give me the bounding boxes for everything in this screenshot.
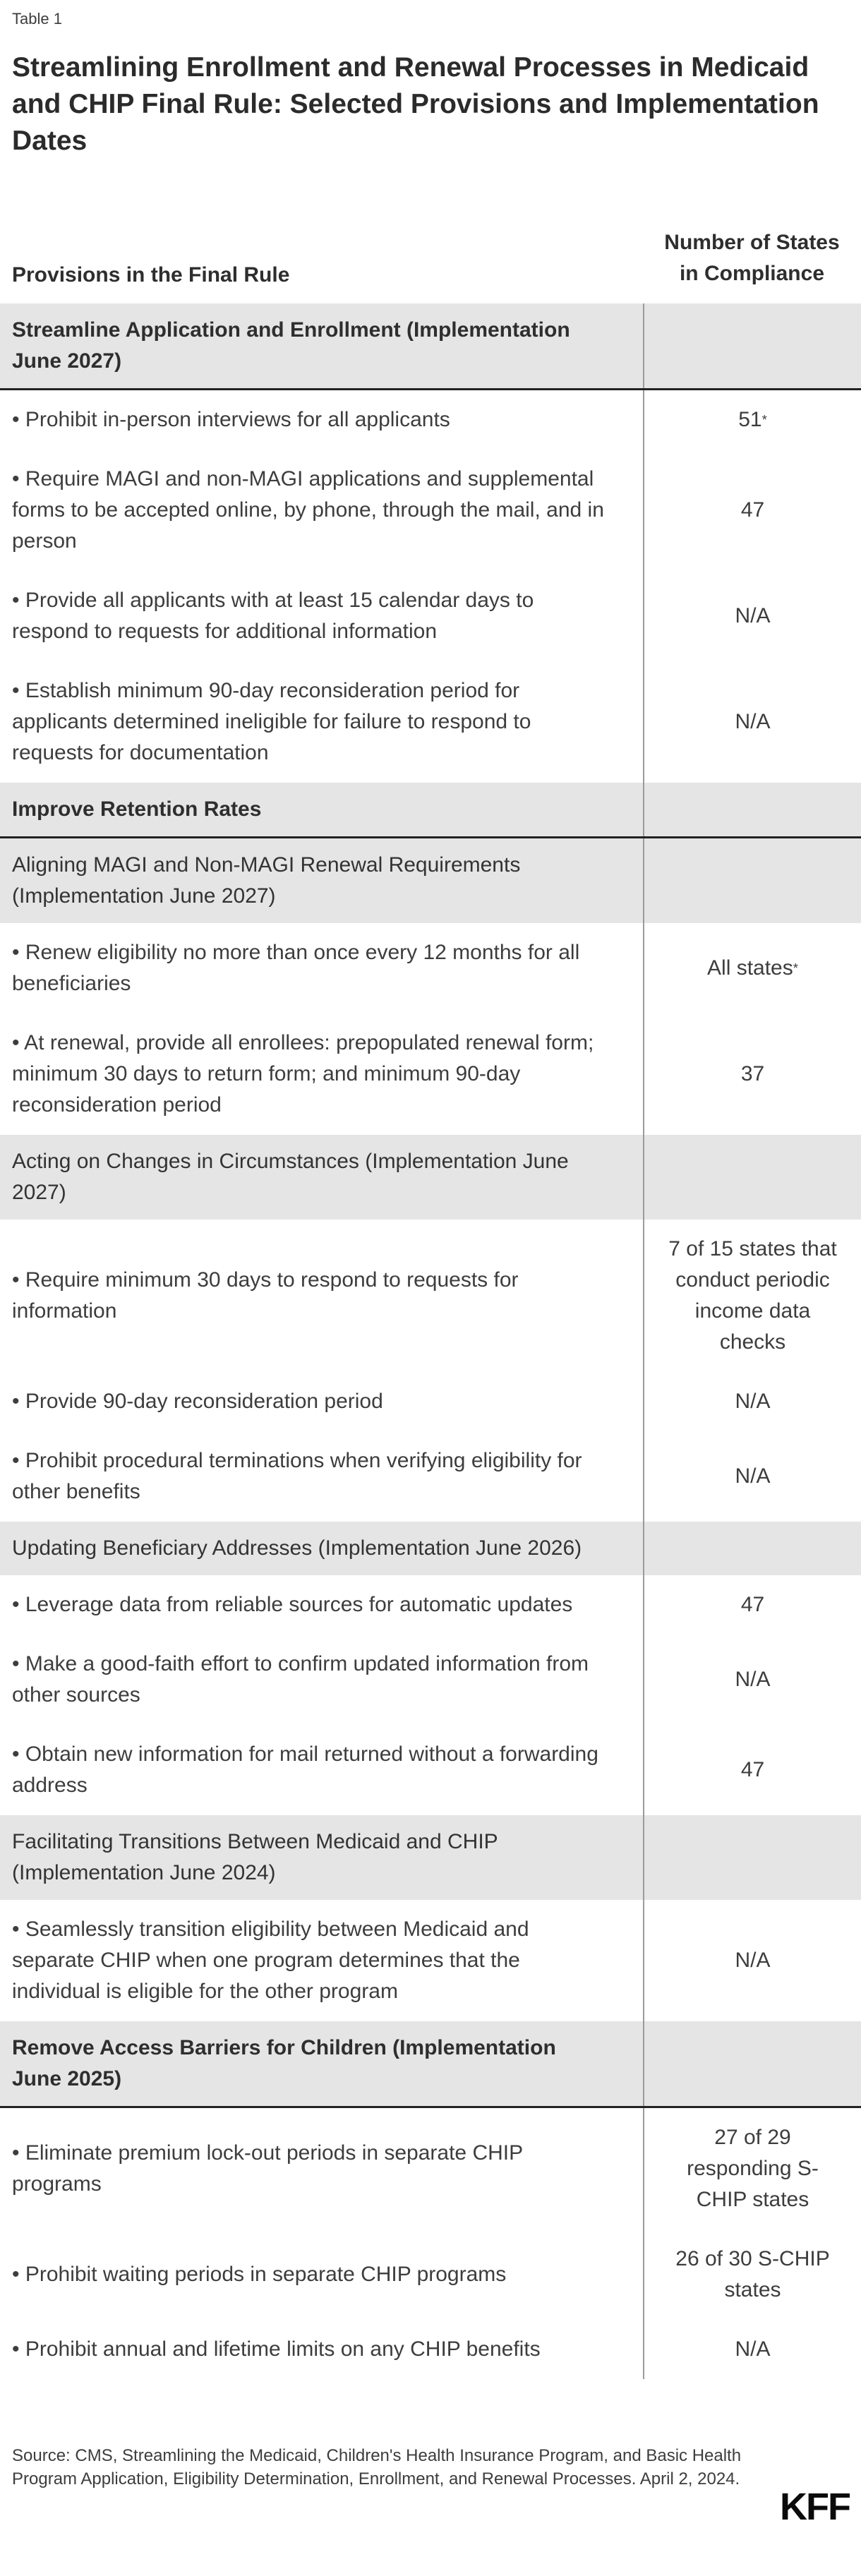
section-header-row: Aligning MAGI and Non-MAGI Renewal Requi… [0, 838, 861, 923]
provision-text: • Provide 90-day reconsideration period [12, 1390, 383, 1413]
provision-row: • Eliminate premium lock-out periods in … [0, 2108, 861, 2229]
provision-text: • Require MAGI and non-MAGI applications… [12, 467, 604, 553]
section-title: Aligning MAGI and Non-MAGI Renewal Requi… [12, 853, 521, 908]
provision-row: • Provide 90-day reconsideration period N… [0, 1372, 861, 1431]
compliance-value: 7 of 15 states that conduct periodic inc… [643, 1220, 861, 1372]
provision-text: • Make a good-faith effort to confirm up… [12, 1652, 589, 1707]
compliance-value: N/A [643, 1431, 861, 1522]
column-header-compliance: Number of States in Compliance [664, 231, 840, 285]
provision-row: • Prohibit in-person interviews for all … [0, 390, 861, 450]
compliance-value [643, 303, 861, 388]
provision-text: • Leverage data from reliable sources fo… [12, 1593, 573, 1616]
provision-row: • Seamlessly transition eligibility betw… [0, 1900, 861, 2021]
compliance-value: N/A [643, 1900, 861, 2021]
section-header-row: Streamline Application and Enrollment (I… [0, 303, 861, 390]
provision-row: • Prohibit procedural terminations when … [0, 1431, 861, 1522]
column-header-provisions: Provisions in the Final Rule [12, 263, 290, 287]
compliance-value [643, 783, 861, 836]
section-title: Streamline Application and Enrollment (I… [12, 318, 570, 373]
table-header-row: Provisions in the Final Rule Number of S… [0, 195, 861, 303]
compliance-value: All states * [643, 923, 861, 1013]
compliance-value [643, 1522, 861, 1575]
compliance-value [643, 838, 861, 923]
compliance-value: 26 of 30 S-CHIP states [643, 2229, 861, 2320]
table-number-label: Table 1 [12, 10, 62, 28]
section-header-row: Acting on Changes in Circumstances (Impl… [0, 1135, 861, 1220]
compliance-value: N/A [643, 661, 861, 783]
compliance-value: N/A [643, 1635, 861, 1725]
compliance-value: N/A [643, 1372, 861, 1431]
provision-text: • Establish minimum 90-day reconsiderati… [12, 679, 531, 764]
compliance-value: 47 [643, 450, 861, 571]
provision-row: • Prohibit waiting periods in separate C… [0, 2229, 861, 2320]
provision-text: • Prohibit waiting periods in separate C… [12, 2263, 507, 2286]
section-header-row: Updating Beneficiary Addresses (Implemen… [0, 1522, 861, 1575]
compliance-value: 47 [643, 1575, 861, 1635]
section-title: Facilitating Transitions Between Medicai… [12, 1830, 498, 1884]
provision-text: • Provide all applicants with at least 1… [12, 589, 534, 643]
provision-text: • Renew eligibility no more than once ev… [12, 941, 580, 995]
provision-text: • Obtain new information for mail return… [12, 1743, 598, 1797]
provision-row: • Renew eligibility no more than once ev… [0, 923, 861, 1013]
provision-row: • Establish minimum 90-day reconsiderati… [0, 661, 861, 783]
provision-text: • Prohibit procedural terminations when … [12, 1449, 582, 1503]
section-title: Remove Access Barriers for Children (Imp… [12, 2036, 556, 2090]
section-title: Improve Retention Rates [12, 798, 262, 821]
provision-text: • At renewal, provide all enrollees: pre… [12, 1031, 594, 1117]
section-header-row: Remove Access Barriers for Children (Imp… [0, 2021, 861, 2108]
footer: Source: CMS, Streamlining the Medicaid, … [0, 2444, 861, 2529]
provision-row: • Prohibit annual and lifetime limits on… [0, 2320, 861, 2379]
compliance-value: 51 * [643, 390, 861, 450]
kff-logo: KFF [780, 2486, 851, 2528]
compliance-value: 47 [643, 1725, 861, 1815]
provision-row: • Provide all applicants with at least 1… [0, 571, 861, 661]
provision-row: • Require MAGI and non-MAGI applications… [0, 450, 861, 571]
provision-row: • At renewal, provide all enrollees: pre… [0, 1013, 861, 1135]
provision-text: • Prohibit annual and lifetime limits on… [12, 2337, 541, 2361]
section-header-row: Facilitating Transitions Between Medicai… [0, 1815, 861, 1900]
section-header-row: Improve Retention Rates [0, 783, 861, 838]
compliance-value: 27 of 29 responding S-CHIP states [643, 2108, 861, 2229]
compliance-value [643, 2021, 861, 2106]
compliance-value: 37 [643, 1013, 861, 1135]
compliance-value [643, 1135, 861, 1220]
provision-row: • Leverage data from reliable sources fo… [0, 1575, 861, 1635]
provision-row: • Require minimum 30 days to respond to … [0, 1220, 861, 1372]
compliance-value: N/A [643, 571, 861, 661]
section-title: Updating Beneficiary Addresses (Implemen… [12, 1536, 582, 1560]
section-title: Acting on Changes in Circumstances (Impl… [12, 1150, 569, 1204]
compliance-value [643, 1815, 861, 1900]
provision-row: • Obtain new information for mail return… [0, 1725, 861, 1815]
provision-text: • Eliminate premium lock-out periods in … [12, 2141, 523, 2196]
provision-text: • Require minimum 30 days to respond to … [12, 1268, 519, 1323]
provision-text: • Prohibit in-person interviews for all … [12, 408, 450, 431]
page-title: Streamlining Enrollment and Renewal Proc… [12, 52, 819, 156]
provision-text: • Seamlessly transition eligibility betw… [12, 1918, 529, 2003]
compliance-value: N/A [643, 2320, 861, 2379]
source-note: Source: CMS, Streamlining the Medicaid, … [12, 2446, 742, 2488]
provisions-table: Provisions in the Final Rule Number of S… [0, 195, 861, 2379]
provision-row: • Make a good-faith effort to confirm up… [0, 1635, 861, 1725]
table-body: Streamline Application and Enrollment (I… [0, 303, 861, 2379]
